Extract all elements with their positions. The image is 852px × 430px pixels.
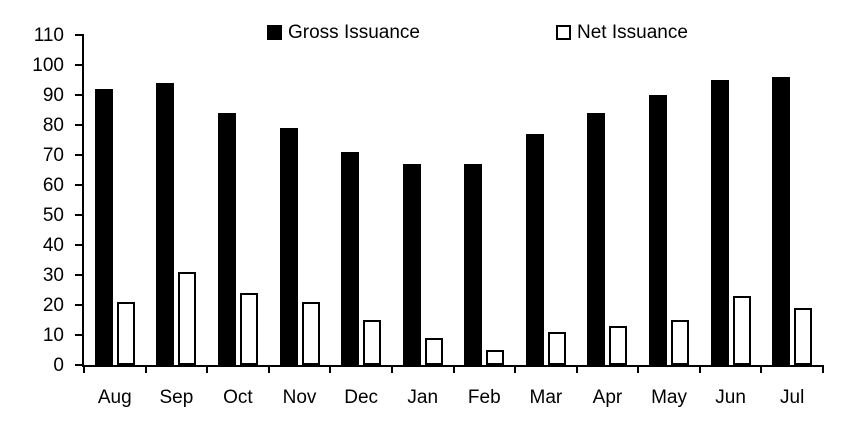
gross-issuance-bar: [464, 164, 483, 365]
y-axis-tick: [75, 244, 84, 246]
y-axis-tick-label: 50: [42, 205, 64, 226]
x-axis-tick: [514, 365, 517, 373]
y-axis-tick-label: 70: [42, 145, 64, 166]
x-axis-tick: [698, 365, 701, 373]
net-issuance-bar: [424, 338, 443, 365]
x-axis-tick-label: Dec: [344, 387, 379, 408]
x-axis-tick: [390, 365, 393, 373]
y-axis-tick: [75, 184, 84, 186]
x-axis-tick-label: Mar: [529, 387, 563, 408]
net-issuance-bar: [178, 272, 197, 365]
x-axis-tick: [329, 365, 332, 373]
x-axis-tick-label: May: [651, 387, 687, 408]
gross-issuance-bar: [525, 134, 544, 365]
net-issuance-bar: [486, 350, 505, 365]
net-series-marker-icon: [556, 25, 571, 40]
x-axis-tick: [452, 365, 455, 373]
gross-issuance-bar: [649, 95, 668, 365]
net-issuance-bar: [363, 320, 382, 365]
gross-issuance-bar: [772, 77, 791, 365]
y-axis-tick: [75, 334, 84, 336]
y-axis-tick-label: 40: [42, 235, 64, 256]
y-axis-tick-label: 10: [42, 325, 64, 346]
y-axis-tick: [75, 274, 84, 276]
y-axis-tick: [75, 364, 84, 366]
net-issuance-bar: [671, 320, 690, 365]
legend-label-net: Net Issuance: [577, 22, 688, 43]
y-axis-tick-label: 90: [42, 85, 64, 106]
y-axis-tick-label: 30: [42, 265, 64, 286]
net-issuance-bar: [239, 293, 258, 365]
x-axis-tick: [144, 365, 147, 373]
gross-issuance-bar: [279, 128, 298, 365]
y-axis-tick-label: 60: [42, 175, 64, 196]
x-axis-tick: [83, 365, 85, 373]
gross-issuance-bar: [587, 113, 606, 365]
net-issuance-bar: [116, 302, 135, 365]
y-axis-tick-label: 0: [53, 355, 64, 376]
gross-issuance-bar: [710, 80, 729, 365]
y-axis-tick: [75, 154, 84, 156]
x-axis-tick-label: Apr: [592, 387, 623, 408]
gross-issuance-bar: [341, 152, 360, 365]
y-axis-tick: [75, 304, 84, 306]
x-axis-tick-label: Nov: [282, 387, 317, 408]
x-axis-tick-label: Jan: [407, 387, 439, 408]
y-axis-tick-label: 110: [33, 25, 64, 46]
net-issuance-bar: [732, 296, 751, 365]
gross-issuance-bar: [156, 83, 175, 365]
x-axis-tick-label: Feb: [467, 387, 501, 408]
x-axis-tick-label: Jun: [715, 387, 746, 408]
legend-label-gross: Gross Issuance: [288, 22, 420, 43]
y-axis-tick-label: 100: [32, 55, 64, 76]
x-axis-tick: [637, 365, 640, 373]
x-axis-tick: [267, 365, 270, 373]
legend-item-net: Net Issuance: [556, 23, 688, 42]
net-issuance-bar: [301, 302, 320, 365]
y-axis-tick: [75, 214, 84, 216]
y-axis-tick-label: 80: [42, 115, 64, 136]
legend-item-gross: Gross Issuance: [267, 23, 420, 42]
x-axis-tick: [760, 365, 763, 373]
net-issuance-bar: [794, 308, 813, 365]
gross-issuance-bar: [217, 113, 236, 365]
x-axis-tick: [822, 365, 824, 373]
y-axis-tick: [75, 124, 84, 126]
x-axis-tick-label: Aug: [97, 387, 132, 408]
x-axis-tick: [206, 365, 209, 373]
net-issuance-bar: [609, 326, 628, 365]
gross-issuance-bar: [402, 164, 421, 365]
y-axis-tick: [75, 94, 84, 96]
y-axis-tick: [75, 34, 84, 36]
gross-issuance-bar: [94, 89, 113, 365]
y-axis-tick-label: 20: [42, 295, 64, 316]
y-axis-tick: [75, 64, 84, 66]
net-issuance-bar: [547, 332, 566, 365]
x-axis-tick-label: Sep: [159, 387, 194, 408]
gross-series-marker-icon: [267, 25, 282, 40]
y-axis-line: [82, 35, 84, 367]
x-axis-tick: [575, 365, 578, 373]
x-axis-tick-label: Oct: [223, 387, 253, 408]
x-axis-tick-label: Jul: [780, 387, 805, 408]
